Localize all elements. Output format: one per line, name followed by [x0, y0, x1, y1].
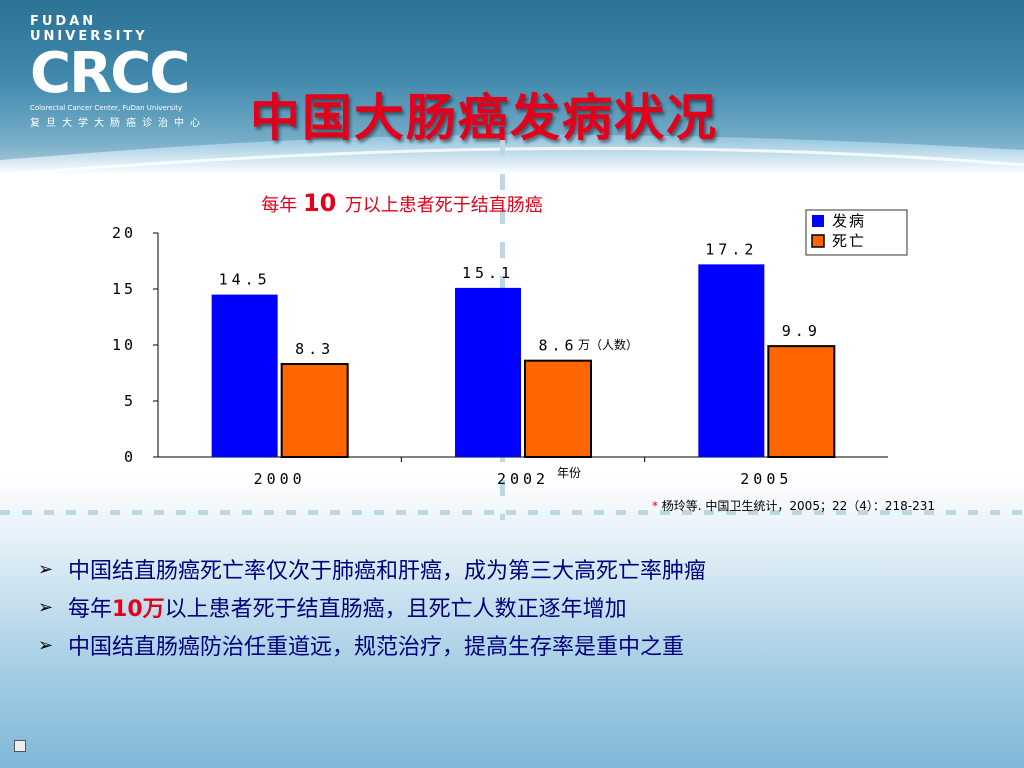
- bullet-list: ➢ 中国结直肠癌死亡率仅次于肺癌和肝癌，成为第三大高死亡率肿瘤 ➢ 每年 10万 以上患者…: [38, 550, 706, 664]
- legend-label: 死亡: [832, 232, 866, 250]
- bar-incidence: [698, 264, 765, 457]
- slide-icon: [10, 740, 36, 760]
- y-tick-label: 5: [124, 392, 136, 410]
- chart-title: 每年 10 万以上患者死于结直肠癌: [261, 189, 543, 217]
- bar-death: [767, 345, 836, 458]
- y-tick-label: 15: [112, 280, 136, 298]
- bullet-item: ➢ 中国结直肠癌死亡率仅次于肺癌和肝癌，成为第三大高死亡率肿瘤: [38, 550, 706, 588]
- arrow-bullet-icon: ➢: [38, 558, 54, 580]
- legend-swatch: [811, 234, 825, 248]
- header-band: [0, 0, 1024, 175]
- x-tick-label: 2002: [497, 470, 549, 488]
- bullet-text: 中国结直肠癌死亡率仅次于肺癌和肝癌，成为第三大高死亡率肿瘤: [68, 559, 707, 584]
- bullet-item: ➢ 中国结直肠癌防治任重道远，规范治疗，提高生存率是重中之重: [38, 626, 706, 664]
- source-note: * 杨玲等. 中国卫生统计，2005；22（4）：218-231: [652, 498, 935, 513]
- bullet-highlight: 10万: [112, 597, 165, 622]
- crcc-logo: FUDAN UNIVERSITY CRCC Colorectal Cancer …: [30, 14, 215, 129]
- logo-chinese: 复旦大学大肠癌诊治中心: [30, 118, 206, 129]
- legend-label: 发病: [832, 212, 866, 230]
- dotted-divider-horizontal: [0, 510, 1024, 515]
- bullet-item: ➢ 每年 10万 以上患者死于结直肠癌，且死亡人数正逐年增加: [38, 588, 706, 626]
- data-label: 9.9: [782, 322, 821, 340]
- bar-chart: 每年 10 万以上患者死于结直肠癌 0 5 10 15 20 2000 14.5 8.3 2002…: [112, 189, 935, 513]
- y-tick-label: 0: [124, 448, 136, 466]
- bullet-text: 中国结直肠癌防治任重道远，规范治疗，提高生存率是重中之重: [68, 635, 685, 660]
- x-tick-label: 2005: [740, 470, 792, 488]
- y-tick-label: 20: [112, 224, 136, 242]
- logo-university: FUDAN UNIVERSITY: [30, 14, 148, 44]
- bar-death: [524, 359, 592, 458]
- x-tick-label: 2000: [254, 470, 306, 488]
- arrow-bullet-icon: ➢: [38, 634, 54, 656]
- header-wave: [0, 0, 1024, 177]
- data-label: 8.6: [538, 337, 577, 355]
- data-label: 17.2: [705, 240, 757, 258]
- bullet-text: 以上患者死于结直肠癌，且死亡人数正逐年增加: [164, 597, 627, 622]
- bullet-text: 每年: [68, 597, 113, 622]
- logo-english: Colorectal Cancer Center, FuDan Universi…: [30, 104, 183, 112]
- data-label: 14.5: [219, 271, 271, 289]
- data-label: 8.3: [295, 340, 334, 358]
- page-title: 中国大肠癌发病状况: [250, 89, 718, 147]
- y-axis-label: 万（人数）: [578, 337, 638, 352]
- y-tick-label: 10: [112, 336, 136, 354]
- bar-death: [280, 363, 349, 459]
- logo-mark: CRCC: [30, 41, 190, 106]
- legend-swatch: [812, 215, 824, 227]
- x-axis-label: 年份: [557, 466, 581, 480]
- bar-incidence: [211, 294, 278, 457]
- data-label: 15.1: [462, 264, 514, 282]
- bar-incidence: [455, 287, 521, 457]
- arrow-bullet-icon: ➢: [38, 596, 54, 618]
